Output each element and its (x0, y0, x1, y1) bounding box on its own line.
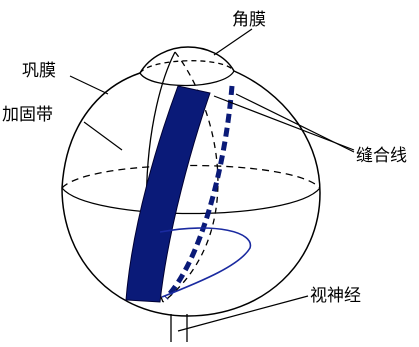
equator-ellipse (61, 164, 321, 215)
leader-lines (69, 28, 355, 332)
optic-nerve-stub (170, 314, 188, 342)
suture-lines-label: 缝合线 (356, 146, 407, 166)
cornea-label: 角膜 (232, 10, 266, 30)
optic-nerve-label: 视神经 (310, 286, 361, 306)
sclera-label: 巩膜 (22, 61, 56, 81)
suture-line-dashed (164, 85, 235, 300)
eyeball-outline (61, 46, 321, 317)
limbus-ellipse (139, 60, 235, 87)
encircling-band-label: 加固带 (2, 105, 53, 125)
encircling-band (125, 85, 211, 303)
band-loop (159, 227, 252, 298)
